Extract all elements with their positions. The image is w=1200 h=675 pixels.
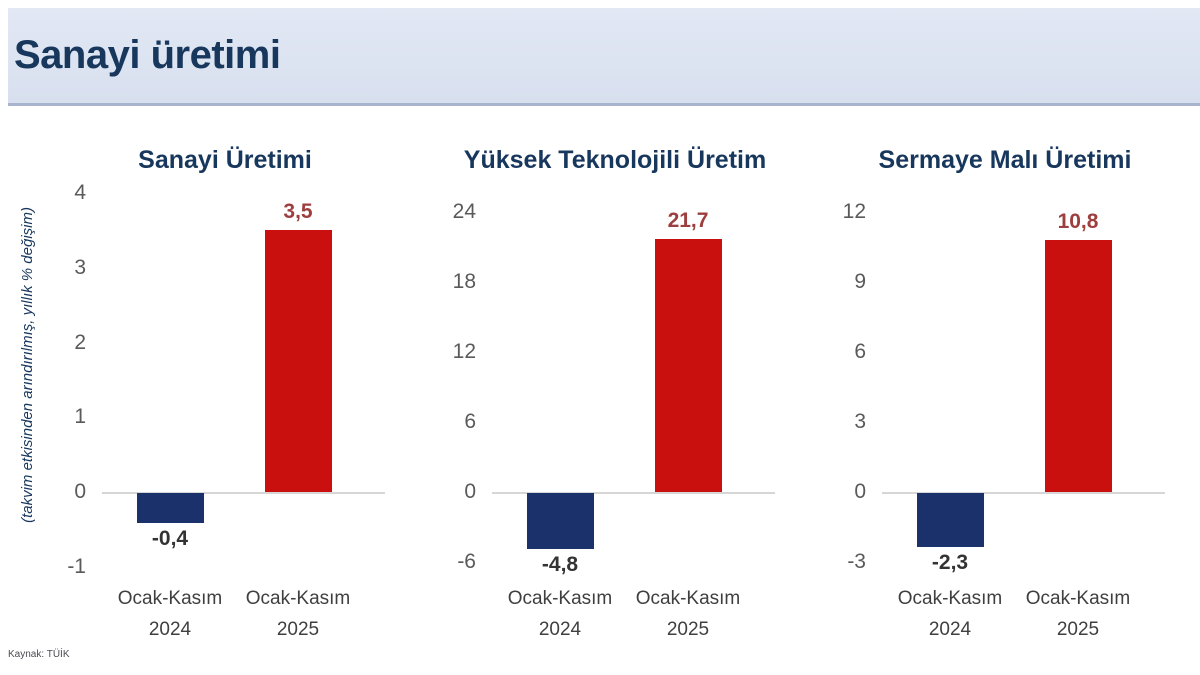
bar-2025 <box>654 238 722 492</box>
y-tick-label: 2 <box>74 330 86 354</box>
bar-2024 <box>526 493 594 549</box>
y-tick-label: 18 <box>452 270 476 293</box>
bar-value-label: -4,8 <box>541 553 579 576</box>
bar-value-label: -2,3 <box>931 550 969 574</box>
y-tick-label: 3 <box>74 255 86 279</box>
chart-title: Sermaye Malı Üretimi <box>878 146 1132 174</box>
plot-area: 12 9 6 3 0 -3 -2,3 Ocak-Kasım 2024 10,8 Ocak-Kasım… <box>820 140 1190 675</box>
bar-2024 <box>916 493 984 547</box>
y-tick-label: 3 <box>854 410 866 433</box>
bar-value-label: 3,5 <box>283 200 313 224</box>
y-tick-label: 24 <box>452 200 476 223</box>
y-tick-label: -1 <box>67 554 86 578</box>
y-tick-label: 9 <box>854 270 866 293</box>
y-tick-label: 6 <box>854 340 866 363</box>
bar-value-label: -0,4 <box>151 526 189 550</box>
y-axis-caption: (takvim etkisinden arındırılmış, yıllık … <box>10 150 44 580</box>
y-tick-label: 4 <box>74 181 86 204</box>
y-tick-label: 6 <box>464 410 476 433</box>
y-tick-label: 0 <box>74 480 86 503</box>
bar-2025 <box>264 230 332 492</box>
header-band: Sanayi üretimi <box>8 8 1200 106</box>
x-category-label: Ocak-Kasım 2024 <box>507 588 613 640</box>
y-tick-label: -3 <box>847 550 866 573</box>
plot-area: 4 3 2 1 0 -1 -0,4 Ocak-Kasım 2024 3,5 Ocak-Kasım 20… <box>40 140 410 675</box>
x-category-label: Ocak-Kasım 2024 <box>897 588 1003 640</box>
zero-baseline <box>882 492 1165 494</box>
plot-area: 24 18 12 6 0 -6 -4,8 Ocak-Kasım 2024 21,7 Ocak-Kas… <box>430 140 800 675</box>
y-tick-label: 1 <box>74 405 86 429</box>
bar-value-label: 10,8 <box>1057 210 1099 233</box>
bar-2024 <box>136 493 204 523</box>
x-category-label: Ocak-Kasım 2025 <box>245 588 351 640</box>
x-category-label: Ocak-Kasım 2024 <box>117 588 223 640</box>
chart-title: Yüksek Teknolojili Üretim <box>463 146 767 174</box>
y-tick-label: 0 <box>464 480 476 503</box>
x-category-label: Ocak-Kasım 2025 <box>1025 588 1131 640</box>
chart-sermaye-mali-uretimi: Sermaye Malı Üretimi 12 9 6 3 0 -3 -2,3 Ocak-Ka… <box>820 140 1190 675</box>
y-tick-label: 0 <box>854 480 866 503</box>
zero-baseline <box>492 492 775 494</box>
bar-2025 <box>1044 240 1112 492</box>
page-title: Sanayi üretimi <box>14 33 281 77</box>
chart-yuksek-teknolojili-uretim: Yüksek Teknolojili Üretim 24 18 12 6 0 -6 -4,8… <box>430 140 800 675</box>
y-tick-label: 12 <box>842 200 866 223</box>
y-tick-label: -6 <box>457 550 476 573</box>
chart-title: Sanayi Üretimi <box>138 146 312 174</box>
bar-value-label: 21,7 <box>667 208 709 232</box>
y-tick-label: 12 <box>452 340 476 363</box>
chart-sanayi-uretimi: Sanayi Üretimi 4 3 2 1 0 -1 -0,4 Ocak-Kasım 2024… <box>40 140 410 675</box>
y-axis-caption-text: (takvim etkisinden arındırılmış, yıllık … <box>18 207 36 523</box>
x-category-label: Ocak-Kasım 2025 <box>635 588 741 640</box>
zero-baseline <box>102 492 385 494</box>
source-note: Kaynak: TÜİK <box>8 649 70 660</box>
